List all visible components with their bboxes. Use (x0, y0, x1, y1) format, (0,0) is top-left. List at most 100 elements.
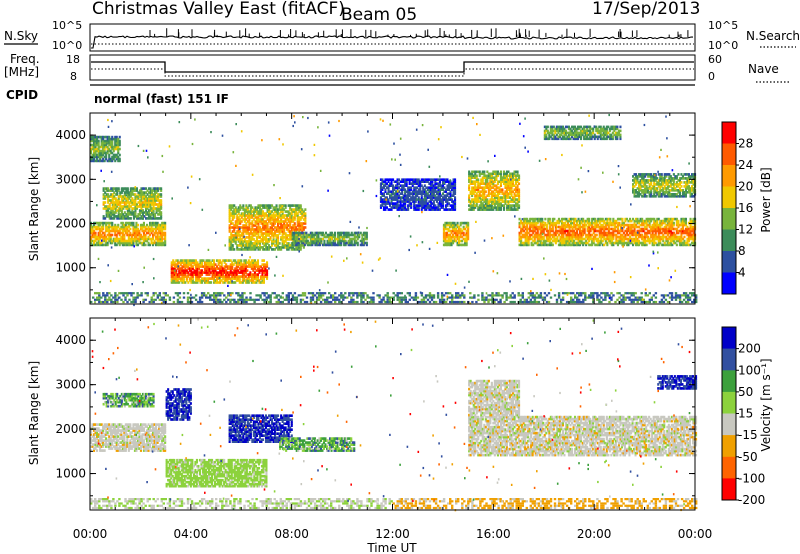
power-cell (103, 147, 106, 151)
power-cell (264, 226, 267, 229)
power-cell (230, 242, 233, 245)
power-cell (264, 222, 267, 225)
power-cell (104, 207, 107, 210)
power-cell (289, 232, 292, 235)
power-cell (127, 239, 130, 243)
power-cell (291, 231, 294, 235)
power-cell (112, 237, 115, 241)
power-cell (219, 265, 222, 268)
power-cell (268, 232, 271, 235)
power-cell (230, 240, 233, 243)
power-cell (106, 227, 109, 231)
power-cell (232, 273, 235, 276)
power-cell (293, 212, 296, 215)
power-cell (257, 220, 260, 223)
power-cell (99, 149, 102, 153)
power-cell (254, 234, 257, 237)
power-cell (160, 211, 163, 214)
power-cell (127, 221, 130, 225)
power-cell (109, 221, 112, 225)
power-cell (91, 227, 94, 231)
power-cell (211, 265, 214, 268)
power-cell (190, 281, 193, 284)
power-cell (228, 275, 231, 278)
power-cell (162, 241, 165, 245)
power-cell (135, 207, 138, 210)
power-cell (129, 239, 132, 243)
power-cell (302, 233, 305, 237)
power-cell (294, 231, 297, 235)
power-cell (125, 215, 128, 218)
power-cell (298, 228, 301, 231)
power-cell (170, 277, 173, 280)
power-cell (197, 267, 200, 270)
power-cell (207, 261, 210, 264)
power-cell (271, 218, 274, 221)
power-cell (155, 225, 158, 229)
power-cell (289, 236, 292, 239)
power-cell (324, 235, 327, 239)
power-cell (117, 195, 120, 198)
power-cell (257, 204, 260, 207)
power-cell (90, 223, 93, 227)
power-cell (223, 267, 226, 270)
power-cell (235, 279, 238, 282)
power-cell (138, 229, 141, 233)
power-cell (249, 273, 252, 276)
power-cell (261, 267, 264, 270)
power-cell (289, 208, 292, 211)
power-cell (219, 269, 222, 272)
power-cell (102, 231, 105, 235)
power-cell (278, 232, 281, 235)
power-cell (306, 233, 309, 237)
power-cell (234, 240, 237, 243)
power-cell (308, 241, 311, 245)
power-cell (141, 215, 144, 218)
power-cell (107, 201, 110, 204)
power-cell (329, 235, 332, 239)
power-cell (93, 139, 96, 143)
power-cell (241, 273, 244, 276)
power-cell (255, 222, 258, 225)
power-cell (158, 203, 161, 206)
power-cell (96, 139, 99, 143)
power-cell (185, 269, 188, 272)
power-cell (298, 216, 301, 219)
power-cell (172, 263, 175, 266)
power-cell (242, 204, 245, 207)
power-cell (269, 222, 272, 225)
power-cell (111, 205, 114, 208)
power-cell (96, 235, 99, 239)
power-cell (326, 239, 329, 243)
power-cell (158, 225, 161, 229)
power-cell (153, 227, 156, 231)
power-cell (268, 206, 271, 209)
power-cell (237, 261, 240, 264)
power-cell (190, 259, 193, 262)
power-cell (234, 275, 237, 278)
power-cell (278, 216, 281, 219)
power-cell (234, 259, 237, 262)
power-cell (242, 208, 245, 211)
power-cell (295, 228, 298, 231)
power-cell (518, 174, 521, 178)
power-cell (154, 195, 157, 198)
power-cell (272, 242, 275, 245)
power-cell (223, 269, 226, 272)
power-cell (308, 235, 311, 239)
power-cell (271, 210, 274, 213)
power-cell (111, 195, 114, 198)
power-cell (158, 237, 161, 241)
power-cell (272, 236, 275, 239)
power-cell (262, 265, 265, 268)
power-cell (302, 231, 305, 235)
power-cell (205, 273, 208, 276)
power-cell (99, 235, 102, 239)
power-cell (216, 275, 219, 278)
power-echo-region (228, 204, 307, 251)
power-cell (114, 223, 117, 227)
power-cell (100, 221, 103, 225)
power-cell (181, 267, 184, 270)
power-cell (245, 206, 248, 209)
power-cell (112, 229, 115, 233)
